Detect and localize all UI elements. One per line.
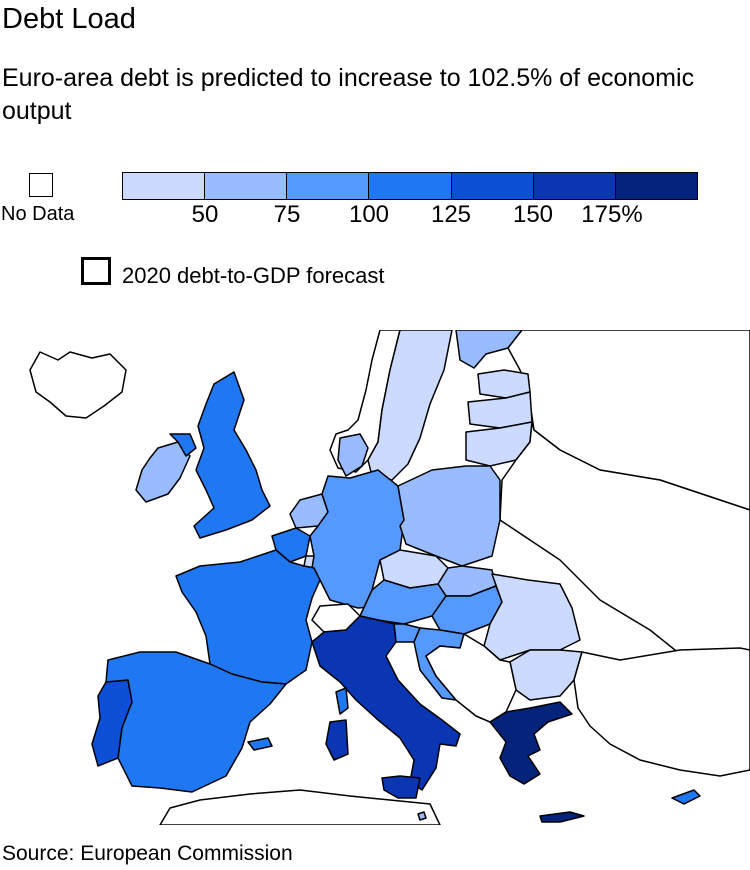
region-sweden: [367, 330, 453, 481]
region-belarus-ukraine: [499, 421, 750, 671]
region-romania: [483, 573, 581, 661]
region-sicily: [381, 775, 421, 799]
legend-swatch-50-75: [205, 173, 288, 199]
source-note: Source: European Commission: [2, 842, 293, 865]
region-corsica: [335, 687, 349, 715]
legend-swatch-lt50: [123, 173, 206, 199]
chart-title: Debt Load: [2, 3, 136, 35]
legend-tick-label: 75: [273, 201, 301, 228]
legend-tick-label: 150: [512, 201, 554, 228]
region-italy: [311, 615, 461, 791]
region-balkans: [425, 633, 517, 723]
no-data-swatch: [29, 173, 53, 197]
region-spain: [105, 651, 287, 793]
region-balearic-islands: [247, 737, 273, 751]
legend-tick-label: 175%: [581, 201, 643, 228]
region-greece: [489, 701, 573, 785]
legend-swatch-125-150: [451, 173, 534, 199]
forecast-outline-swatch: [81, 257, 111, 285]
legend-tick-label: 125: [430, 201, 472, 228]
region-malta: [417, 811, 427, 821]
region-ireland: [135, 441, 191, 503]
region-france: [175, 549, 321, 685]
region-finland: [455, 330, 523, 369]
region-united-kingdom: [193, 371, 271, 539]
legend-swatch-75-100: [287, 173, 370, 199]
region-poland: [397, 465, 501, 567]
region-bulgaria: [509, 649, 583, 701]
forecast-outline-label: 2020 debt-to-GDP forecast: [122, 263, 385, 288]
region-cyprus: [671, 789, 701, 805]
legend-swatch-150-175: [533, 173, 616, 199]
legend-swatch-gt175: [615, 173, 697, 199]
legend-tick-label: 100: [348, 201, 390, 228]
legend-swatch-100-125: [369, 173, 452, 199]
region-iceland: [29, 351, 127, 419]
region-northern-ireland: [169, 433, 197, 457]
region-turkey: [573, 647, 750, 777]
chart-subtitle: Euro-area debt is predicted to increase …: [2, 64, 695, 125]
region-north-africa: [159, 789, 441, 825]
region-denmark: [337, 433, 369, 477]
region-sardinia: [325, 719, 349, 761]
europe-choropleth-map: [29, 330, 750, 825]
region-crete: [539, 811, 585, 823]
no-data-label: No Data: [1, 203, 75, 225]
legend-tick-label: 50: [191, 201, 219, 228]
color-scale-legend: [122, 172, 698, 200]
